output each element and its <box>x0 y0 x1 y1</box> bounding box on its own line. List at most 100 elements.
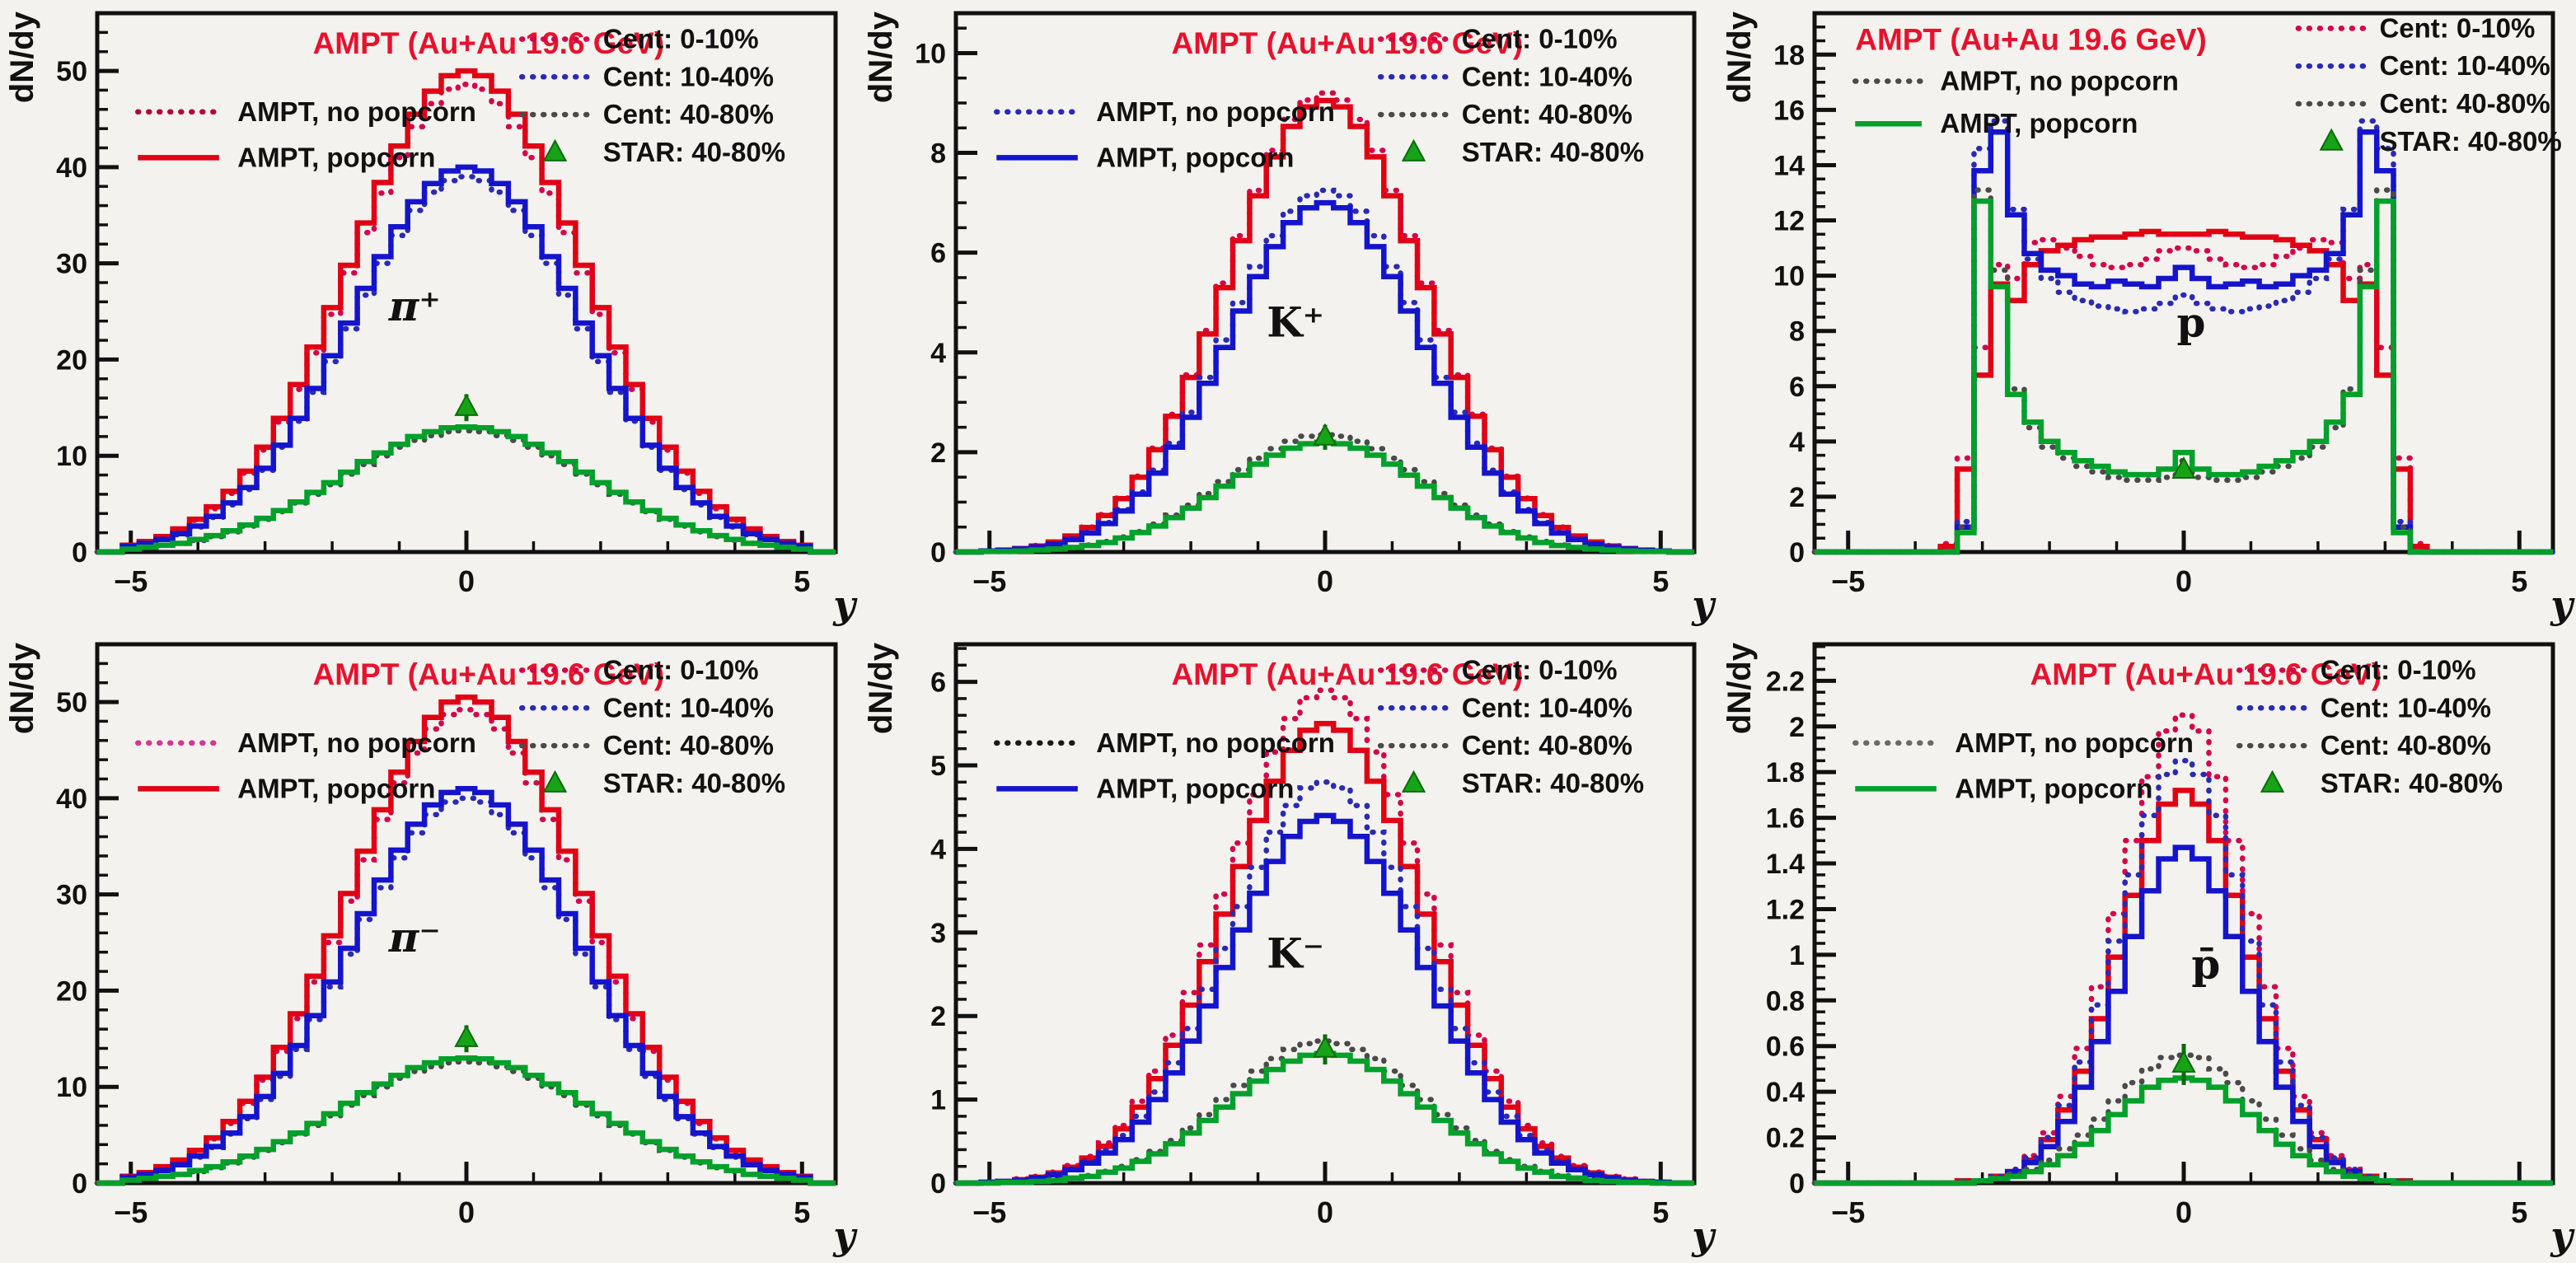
y-tick-label: 0 <box>930 537 946 568</box>
legend-label-cent-0: Cent: 0-10% <box>603 24 759 54</box>
legend-label-cent-1: Cent: 10-40% <box>2379 50 2550 81</box>
x-tick-label: 0 <box>2176 564 2192 598</box>
pbar-plot: −5 0 5 0 0.2 0.4 0.6 0.8 1 1.2 1.4 1.6 1.8 2 2.2 dN/dy y… <box>1721 642 2575 1258</box>
y-tick-label: 1.6 <box>1766 803 1805 835</box>
y-axis-title: dN/dy <box>863 642 899 734</box>
y-tick-label: 50 <box>56 687 87 718</box>
y-tick-label: 0.4 <box>1766 1077 1805 1108</box>
legend-label-star: STAR: 40-80% <box>603 768 785 798</box>
histogram-cent-40-80-no-popcorn <box>1811 187 2556 555</box>
y-tick-label: 12 <box>1773 206 1805 237</box>
y-tick-label: 40 <box>56 784 87 815</box>
histogram-cent-0-10-popcorn <box>97 694 836 1186</box>
y-tick-label: 1.4 <box>1766 849 1805 880</box>
y-tick-label: 10 <box>915 38 946 69</box>
histogram-cent-0-10-no-popcorn <box>94 82 839 555</box>
y-tick-label: 3 <box>930 918 946 949</box>
legend-label-no_popcorn: AMPT, no popcorn <box>1940 66 2179 96</box>
y-tick-label: 0.6 <box>1766 1031 1805 1063</box>
histogram-cent-10-40-no-popcorn <box>1811 758 2556 1186</box>
particle-label: π⁺ <box>388 282 441 330</box>
y-tick-label: 40 <box>56 152 87 184</box>
y-tick-label: 8 <box>930 138 946 170</box>
histogram-cent-0-10-no-popcorn <box>953 687 1698 1186</box>
legend-label-star: STAR: 40-80% <box>1462 768 1644 798</box>
legend-label-cent-2: Cent: 40-80% <box>2379 88 2550 119</box>
panel-title: AMPT (Au+Au 19.6 GeV) <box>1855 22 2207 56</box>
k-plus-plot: −5 0 5 0 2 4 6 8 10 dN/dy y AMPT (Au+Au 19.6 GeV) AM… <box>863 11 1717 627</box>
y-tick-label: 6 <box>930 667 946 699</box>
legend-label-popcorn: AMPT, popcorn <box>237 773 435 803</box>
legend-label-cent-1: Cent: 10-40% <box>2321 692 2491 723</box>
x-tick-label: 0 <box>2176 1195 2192 1229</box>
plot-frame <box>1812 642 2555 1186</box>
histogram-cent-0-10-popcorn <box>1815 228 2553 555</box>
x-tick-label: 5 <box>1652 1195 1669 1229</box>
legend-label-cent-0: Cent: 0-10% <box>1462 24 1618 54</box>
y-tick-label: 50 <box>56 56 87 87</box>
legend-label-star: STAR: 40-80% <box>2321 768 2503 798</box>
plot-frame <box>953 11 1697 554</box>
y-tick-label: 18 <box>1773 40 1805 71</box>
k-minus-plot: −5 0 5 0 1 2 3 4 5 6 dN/dy y AMPT (Au+Au 19.6 GeV) AM… <box>863 642 1717 1258</box>
legend-sample-star-triangle <box>542 138 568 161</box>
proton-plot: −5 0 5 0 2 4 6 8 10 12 14 16 18 dN/dy y AMPT (Au+Au 19.… <box>1721 11 2575 627</box>
y-tick-label: 0 <box>1789 537 1805 568</box>
y-tick-label: 0 <box>72 537 87 568</box>
x-tick-label: 5 <box>2511 564 2527 598</box>
y-tick-label: 4 <box>1789 427 1805 458</box>
x-axis-title: y <box>832 1214 858 1258</box>
legend-sample-star-triangle <box>1401 138 1426 161</box>
legend-label-no_popcorn: AMPT, no popcorn <box>1096 96 1335 127</box>
y-tick-label: 6 <box>930 238 946 269</box>
histogram-cent-0-10-popcorn <box>97 68 836 555</box>
x-tick-label: −5 <box>972 1195 1006 1229</box>
x-axis-title: y <box>832 582 858 627</box>
y-tick-label: 14 <box>1773 150 1805 181</box>
legend-label-cent-1: Cent: 10-40% <box>603 61 774 91</box>
y-axis-title: dN/dy <box>1721 642 1758 734</box>
y-tick-label: 2.2 <box>1766 666 1805 697</box>
histogram-cent-40-80-popcorn <box>97 1055 836 1186</box>
x-tick-label: −5 <box>1831 564 1865 598</box>
legend-label-cent-2: Cent: 40-80% <box>2321 730 2491 760</box>
x-tick-label: −5 <box>114 1195 148 1229</box>
legend-label-no_popcorn: AMPT, no popcorn <box>1955 727 2194 758</box>
star-triangle-marker <box>2171 456 2196 479</box>
legend-label-cent-1: Cent: 10-40% <box>1462 692 1632 723</box>
histogram-cent-10-40-no-popcorn <box>1811 118 2556 555</box>
panel-pi-minus: −5 0 5 0 10 20 30 40 50 dN/dy y AMPT (Au+Au 19.6 Ge… <box>0 631 859 1262</box>
histogram-cent-10-40-no-popcorn <box>953 187 1698 555</box>
star-triangle-marker <box>2171 1050 2196 1073</box>
particle-label: π⁻ <box>388 913 441 961</box>
legend-label-cent-0: Cent: 0-10% <box>603 655 759 685</box>
histogram-cent-40-80-popcorn <box>97 423 836 555</box>
y-tick-label: 2 <box>1789 482 1805 513</box>
y-tick-label: 8 <box>1789 316 1805 348</box>
star-triangle-marker <box>454 393 479 416</box>
y-tick-label: 30 <box>56 249 87 280</box>
histogram-cent-10-40-popcorn <box>1815 844 2553 1186</box>
y-tick-label: 6 <box>1789 372 1805 403</box>
y-axis-title: dN/dy <box>863 11 899 103</box>
star-triangle-marker <box>1313 423 1337 446</box>
y-tick-label: 1 <box>1789 940 1805 971</box>
x-tick-label: 5 <box>1652 564 1669 598</box>
legend-label-cent-1: Cent: 10-40% <box>1462 61 1632 91</box>
legend-label-no_popcorn: AMPT, no popcorn <box>1096 727 1335 758</box>
x-tick-label: 0 <box>1317 564 1333 598</box>
y-tick-label: 20 <box>56 344 87 376</box>
x-tick-label: −5 <box>114 564 148 598</box>
y-tick-label: 1 <box>930 1085 946 1116</box>
x-axis-title: y <box>2550 582 2575 627</box>
legend-label-star: STAR: 40-80% <box>603 137 785 167</box>
y-tick-label: 10 <box>56 1072 87 1103</box>
star-triangle-marker <box>1313 1035 1337 1058</box>
x-tick-label: 0 <box>458 564 475 598</box>
histogram-cent-10-40-no-popcorn <box>953 779 1698 1186</box>
y-tick-label: 2 <box>930 437 946 469</box>
plot-frame <box>95 11 838 554</box>
particle-label: p̄ <box>2191 939 2220 988</box>
particle-label: K⁺ <box>1267 297 1324 346</box>
